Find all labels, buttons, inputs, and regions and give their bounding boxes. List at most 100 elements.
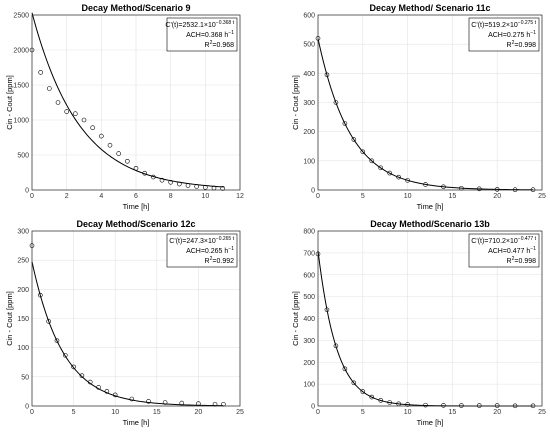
chart3-ytick-label: 100 (17, 345, 29, 352)
chart2-data-point (494, 187, 500, 192)
chart1-data-point (177, 181, 182, 187)
chart4-xtick-label: 10 (404, 409, 412, 416)
chart4-xtick-label: 0 (316, 409, 320, 416)
chart4-axes-box (317, 230, 543, 407)
chart3-data-point (146, 399, 151, 404)
chart4-ytick-label: 200 (303, 360, 315, 367)
chart1-annotation-superscript: −0.368 t (216, 20, 235, 26)
chart4-annotation-text: R (507, 258, 512, 265)
chart3-data-point (62, 352, 68, 358)
chart3-ytick-label: 50 (21, 374, 29, 381)
chart1-annotation-text: =0.968 (212, 42, 234, 49)
chart2-data-point (387, 170, 392, 176)
chart3-ylabel: Cin - Cout [ppm] (5, 291, 14, 346)
chart1-data-point (116, 151, 121, 156)
chart3-data-point (129, 396, 135, 402)
chart1-data-point (133, 166, 139, 171)
chart2-fit-line (317, 38, 534, 191)
chart1-annotation-box (166, 17, 238, 52)
chart2-data-point (369, 158, 375, 164)
chart3-annotation-superscript: −0.265 t (216, 236, 235, 242)
chart1-fit-line (31, 12, 225, 188)
chart1-annotation-text: C'(t)=2532.1×10 (165, 22, 215, 29)
chart3-data-point (46, 319, 51, 324)
chart4-annotation-text: =0.998 (514, 258, 536, 265)
chart4-data-point (387, 400, 392, 405)
chart2-axes-box (317, 14, 543, 191)
chart1-data-point (99, 133, 104, 139)
chart1-xtick-label: 10 (201, 193, 209, 200)
chart4-annotation-superscript: −0.477 t (518, 236, 537, 242)
chart4-ytick-label: 100 (303, 382, 315, 389)
chart1-annotation-line: R2=0.968 (205, 40, 235, 49)
chart1-annotation-line: C'(t)=2532.1×10−0.368 t (165, 20, 234, 29)
chart2-xtick-label: 25 (538, 193, 546, 200)
chart4: 0 5 10 15 20 25 0 100 200 300 400 500 600 700 800 Decay… (291, 219, 546, 427)
chart2-ytick-label: 100 (303, 158, 315, 165)
chart1-data-point (55, 100, 61, 105)
chart2-data-point (324, 72, 330, 78)
chart2-title: Decay Method/ Scenario 11c (369, 3, 490, 13)
chart1-data-point (81, 117, 87, 123)
chart1-ytick-label: 500 (17, 153, 29, 160)
chart4-annotation-superscript: 2 (512, 256, 515, 262)
chart3-annotation-text: =0.992 (212, 258, 234, 265)
chart2-ylabel: Cin - Cout [ppm] (291, 75, 300, 130)
chart4-data-point (333, 343, 339, 349)
chart3-ytick-label: 150 (17, 316, 29, 323)
chart1-ylabel: Cin - Cout [ppm] (5, 75, 14, 130)
chart1-annotation-line: ACH=0.368 h−1 (186, 30, 234, 39)
chart4-xtick-label: 5 (361, 409, 365, 416)
chart3-data-point (71, 364, 76, 370)
chart2-data-point (405, 178, 410, 183)
chart4-ytick-label: 700 (303, 250, 315, 257)
chart3-data-point (79, 373, 85, 378)
chart4-xlabel: Time [h] (417, 418, 444, 427)
chart1-data-point (64, 109, 69, 114)
chart3-annotation-box (166, 233, 238, 268)
chart4-ytick-label: 500 (303, 294, 315, 301)
chart4-annotation-line: C'(t)=710.2×10−0.477 t (471, 236, 536, 245)
chart2-ytick-label: 0 (311, 188, 315, 195)
chart2-xtick-label: 10 (404, 193, 412, 200)
chart4-annotation-line: R2=0.998 (507, 256, 537, 265)
chart4-data-point (405, 402, 410, 407)
chart1-ytick-label: 1500 (13, 83, 29, 90)
chart4-title: Decay Method/Scenario 13b (370, 219, 490, 229)
chart3-data-point (162, 400, 168, 405)
chart2-ytick-label: 600 (303, 13, 315, 20)
chart1-annotation-text: R (205, 42, 210, 49)
chart3-data-point (38, 292, 43, 298)
chart1-ytick-label: 2000 (13, 48, 29, 55)
chart1-annotation-superscript: −1 (228, 30, 234, 36)
chart1-data-point (47, 86, 52, 91)
chart3-annotation-line: ACH=0.265 h−1 (186, 246, 234, 255)
chart3-annotation-text: ACH=0.265 h (186, 248, 228, 255)
chart4-ytick-label: 300 (303, 338, 315, 345)
chart3-xtick-label: 15 (153, 409, 161, 416)
chart3-data-point (87, 379, 93, 385)
chart3-data-point (112, 392, 118, 398)
chart2-xtick-label: 15 (449, 193, 457, 200)
chart1-annotation-superscript: 2 (210, 40, 213, 46)
chart2-data-point (351, 137, 357, 142)
chart2: 0 5 10 15 20 25 0 100 200 300 400 500 600 Decay Metho… (291, 3, 546, 211)
chart1-data-point (194, 184, 199, 189)
chart2-ytick-label: 200 (303, 129, 315, 136)
chart3-title: Decay Method/Scenario 12c (76, 219, 195, 229)
chart3-xtick-label: 0 (30, 409, 34, 416)
chart2-ytick-label: 300 (303, 100, 315, 107)
chart2-data-point (423, 182, 428, 187)
chart1-ytick-label: 0 (25, 188, 29, 195)
chart2-annotation-line: C'(t)=519.2×10−0.275 t (471, 20, 536, 29)
chart3-data-point (104, 389, 110, 394)
chart2-annotation-text: R (507, 42, 512, 49)
chart2-xtick-label: 5 (361, 193, 365, 200)
chart1-data-point (185, 183, 191, 188)
chart4-ytick-label: 400 (303, 316, 315, 323)
chart4-annotation-box (468, 233, 540, 268)
chart3-xtick-label: 10 (111, 409, 119, 416)
chart2-annotation-superscript: −0.275 t (518, 20, 537, 26)
chart3-xlabel: Time [h] (123, 418, 150, 427)
